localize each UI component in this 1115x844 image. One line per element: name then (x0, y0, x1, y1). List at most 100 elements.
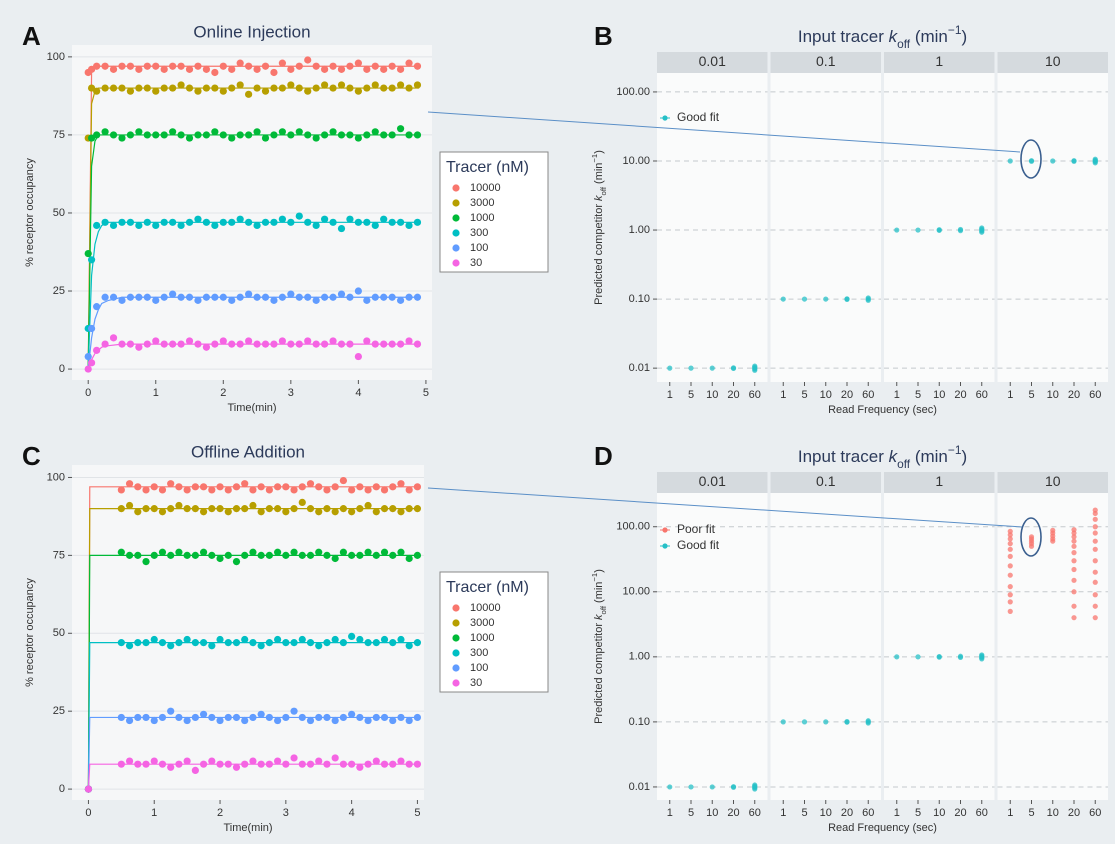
data-point (287, 131, 295, 139)
data-point (304, 337, 312, 345)
data-point (270, 131, 278, 139)
x-tick-label: 20 (841, 389, 853, 401)
data-point (177, 293, 185, 301)
data-point (405, 554, 413, 563)
legend-swatch (452, 214, 460, 222)
text-part: −1 (590, 573, 599, 582)
data-point (194, 62, 202, 70)
data-point (152, 62, 160, 70)
data-point (915, 227, 921, 233)
data-point (380, 635, 389, 644)
data-point (371, 293, 379, 301)
legend-box (439, 571, 549, 693)
y-tick-label: 50 (53, 627, 65, 639)
data-point (306, 716, 315, 725)
data-point (1071, 615, 1077, 621)
data-point (282, 508, 290, 516)
legend-label: 10000 (470, 602, 501, 614)
data-point (278, 293, 286, 301)
data-point (1007, 536, 1013, 542)
data-point (315, 757, 323, 765)
data-point (169, 340, 177, 348)
data-point (261, 218, 270, 226)
data-point (413, 551, 422, 559)
data-point (150, 483, 158, 491)
y-tick-label: 0.10 (629, 716, 650, 728)
data-point (346, 340, 354, 348)
data-point (158, 548, 167, 556)
data-point (337, 65, 346, 73)
data-point (389, 505, 397, 513)
data-point (780, 719, 786, 725)
data-point (167, 551, 175, 559)
x-tick-label: 5 (801, 389, 807, 401)
data-point (253, 65, 261, 73)
data-point (413, 713, 422, 722)
data-point (191, 505, 199, 513)
data-point (295, 84, 303, 92)
x-tick-label: 0 (85, 807, 91, 819)
data-point (143, 218, 151, 226)
data-point (183, 505, 191, 513)
data-point (216, 483, 224, 491)
data-point (356, 483, 364, 491)
data-point (185, 134, 194, 142)
data-point (126, 293, 135, 301)
data-point (1007, 608, 1013, 614)
y-tick-label: 25 (53, 285, 65, 297)
x-tick-label: 1 (1007, 807, 1013, 819)
data-point (329, 337, 337, 345)
data-point (363, 84, 371, 92)
data-point (211, 221, 219, 230)
data-point (372, 639, 380, 647)
data-point (167, 707, 175, 715)
data-point (337, 81, 346, 89)
data-point (253, 84, 261, 92)
x-tick-label: 20 (727, 807, 739, 819)
legend-label: Poor fit (677, 522, 716, 536)
data-point (329, 62, 337, 70)
facet-panel (770, 493, 881, 800)
legend-swatch (452, 259, 460, 267)
x-tick-label: 3 (283, 807, 289, 819)
legend-label: 1000 (470, 212, 494, 224)
data-point (413, 639, 422, 647)
data-point (1092, 603, 1098, 609)
text-part: off (897, 37, 911, 51)
data-point (372, 713, 380, 722)
data-point (865, 295, 871, 301)
data-point (348, 710, 356, 718)
data-point (152, 221, 160, 230)
data-point (1050, 158, 1056, 164)
data-point (1092, 538, 1098, 544)
data-point (1007, 599, 1013, 605)
data-point (1007, 563, 1013, 569)
facet-label: 10 (1045, 53, 1061, 69)
data-point (261, 62, 270, 70)
data-point (667, 784, 673, 790)
data-point (175, 501, 183, 510)
data-point (380, 65, 388, 73)
data-point (224, 713, 232, 722)
data-point (109, 131, 118, 139)
data-point (278, 337, 286, 345)
data-point (202, 131, 211, 139)
data-point (346, 131, 354, 139)
y-tick-label: 10.00 (622, 155, 650, 167)
data-point (249, 639, 257, 647)
data-point (1007, 584, 1013, 590)
data-point (388, 293, 396, 301)
data-point (331, 716, 339, 725)
y-tick-label: 100 (47, 471, 65, 483)
data-point (371, 62, 379, 70)
data-point (287, 340, 295, 348)
text-part: −1 (948, 23, 962, 37)
data-point (321, 81, 329, 89)
data-point (152, 296, 160, 304)
data-point (372, 483, 380, 491)
data-point (315, 483, 323, 491)
facet-label: 1 (935, 473, 943, 489)
data-point (688, 784, 694, 790)
data-point (160, 84, 168, 92)
data-point (380, 215, 388, 223)
